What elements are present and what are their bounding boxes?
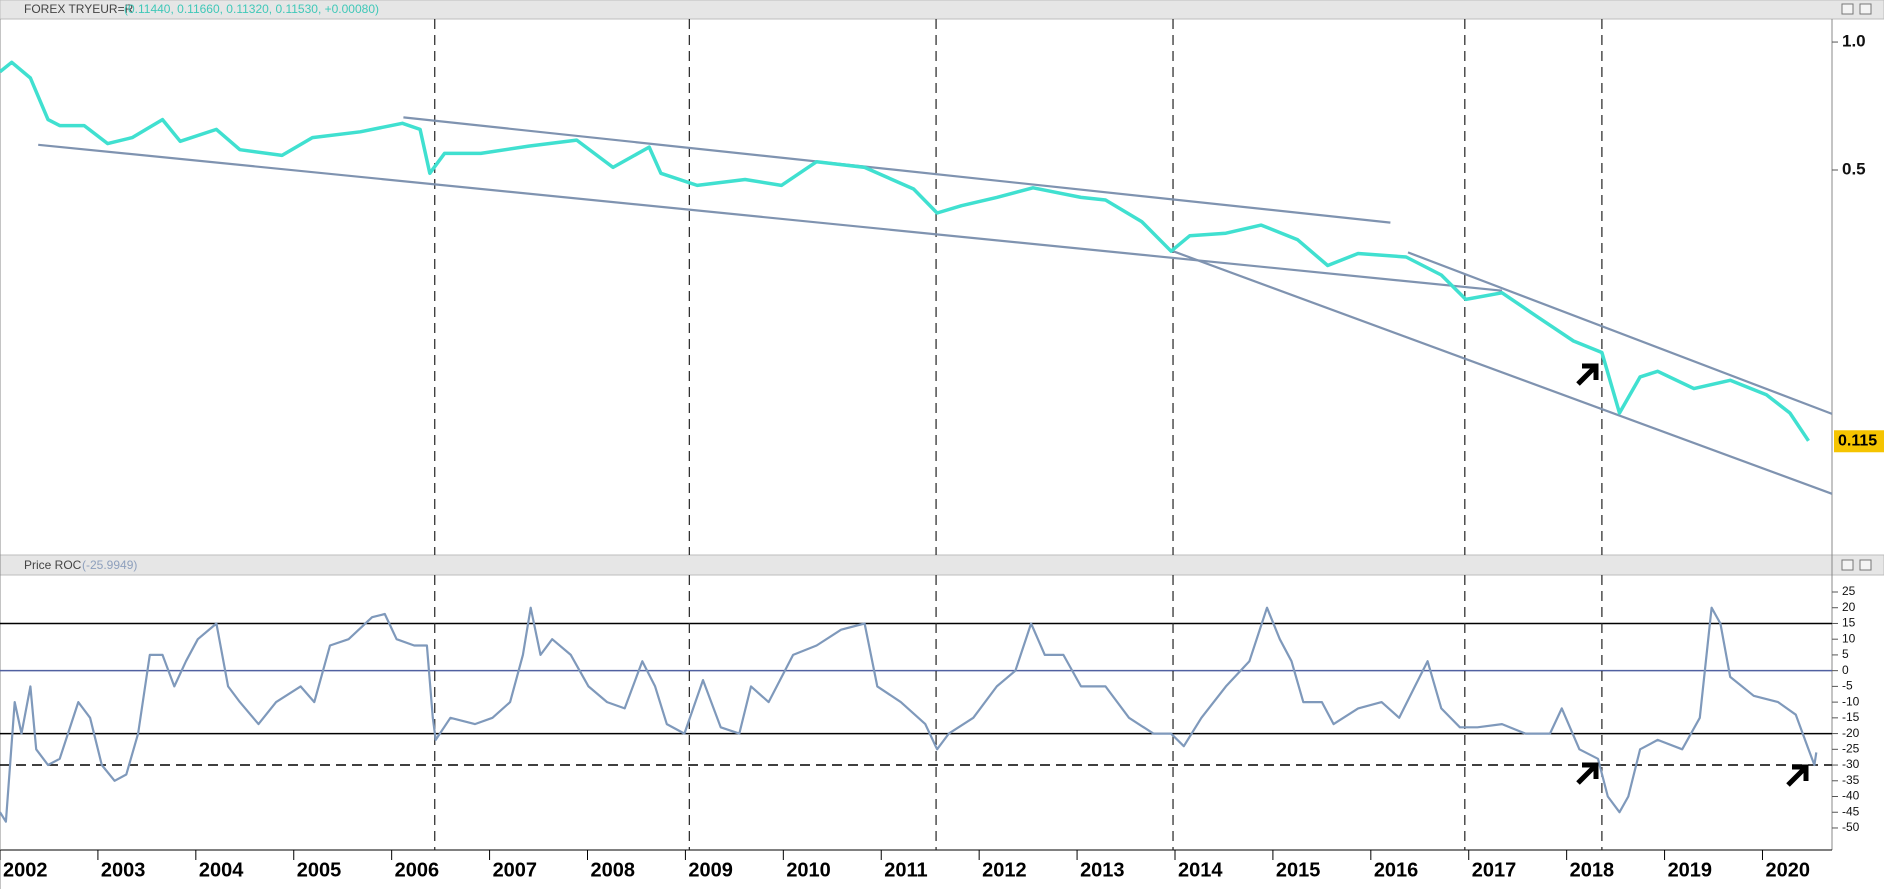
y-tick-label: -35 (1842, 773, 1860, 787)
trendline (38, 143, 1503, 292)
x-tick-label: 2009 (688, 859, 733, 881)
close-button[interactable] (1859, 559, 1872, 571)
y-tick-label: 0.5 (1842, 159, 1866, 178)
panel-title: FOREX TRYEUR=R (24, 2, 134, 16)
x-tick-label: 2006 (395, 859, 440, 881)
x-tick-label: 2014 (1178, 859, 1223, 881)
close-button[interactable] (1859, 3, 1872, 15)
y-tick-label: -30 (1842, 757, 1860, 771)
trendline (403, 116, 1391, 224)
y-tick-label: -50 (1842, 820, 1860, 834)
data-line (0, 606, 1818, 823)
x-tick-label: 2011 (884, 859, 927, 881)
header-bar (0, 554, 1884, 576)
y-tick-label: 5 (1842, 647, 1849, 661)
y-tick-label: -25 (1842, 741, 1860, 755)
y-tick-label: 10 (1842, 631, 1856, 645)
y-tick-label: -40 (1842, 789, 1860, 803)
y-tick-label: 15 (1842, 616, 1856, 630)
restore-button[interactable] (1841, 3, 1854, 15)
y-tick-label: 0 (1842, 663, 1849, 677)
x-tick-label: 2007 (493, 859, 538, 881)
x-tick-label: 2018 (1570, 859, 1615, 881)
trendline (1172, 250, 1833, 495)
x-tick-label: 2004 (199, 859, 244, 881)
x-tick-label: 2013 (1080, 859, 1125, 881)
arrow (1576, 762, 1599, 785)
x-tick-label: 2008 (590, 859, 635, 881)
x-tick-label: 2003 (101, 859, 146, 881)
x-tick-label: 2019 (1668, 859, 1713, 881)
x-tick-label: 2017 (1472, 859, 1517, 881)
y-tick-label: 20 (1842, 600, 1856, 614)
header-bar (0, 0, 1884, 20)
data-line (0, 60, 1810, 442)
y-tick-label: 25 (1842, 584, 1856, 598)
x-tick-label: 2010 (786, 859, 831, 881)
x-tick-label: 2002 (3, 859, 48, 881)
trendline (1407, 251, 1833, 415)
arrow (1786, 764, 1809, 787)
y-tick-label: -15 (1842, 710, 1860, 724)
panel-values: (-25.9949) (82, 558, 137, 572)
y-tick-label: -5 (1842, 679, 1853, 693)
y-tick-label: -45 (1842, 804, 1860, 818)
y-tick-label: -20 (1842, 726, 1860, 740)
restore-button[interactable] (1841, 559, 1854, 571)
arrows (1576, 363, 1809, 787)
window-buttons[interactable] (1841, 3, 1872, 571)
last-value-badge (1834, 430, 1884, 453)
arrow (1576, 363, 1599, 386)
x-tick-label: 2015 (1276, 859, 1321, 881)
x-tick-label: 2016 (1374, 859, 1419, 881)
y-tick-label: -10 (1842, 694, 1860, 708)
x-tick-label: 2005 (297, 859, 342, 881)
x-tick-label: 2020 (1765, 859, 1810, 881)
panel-title: Price ROC (24, 558, 82, 572)
last-value-label: 0.115 (1838, 432, 1877, 449)
panel-values: (0.11440, 0.11660, 0.11320, 0.11530, +0.… (124, 2, 379, 16)
x-tick-label: 2012 (982, 859, 1027, 881)
y-tick-label: 1.0 (1842, 32, 1866, 51)
